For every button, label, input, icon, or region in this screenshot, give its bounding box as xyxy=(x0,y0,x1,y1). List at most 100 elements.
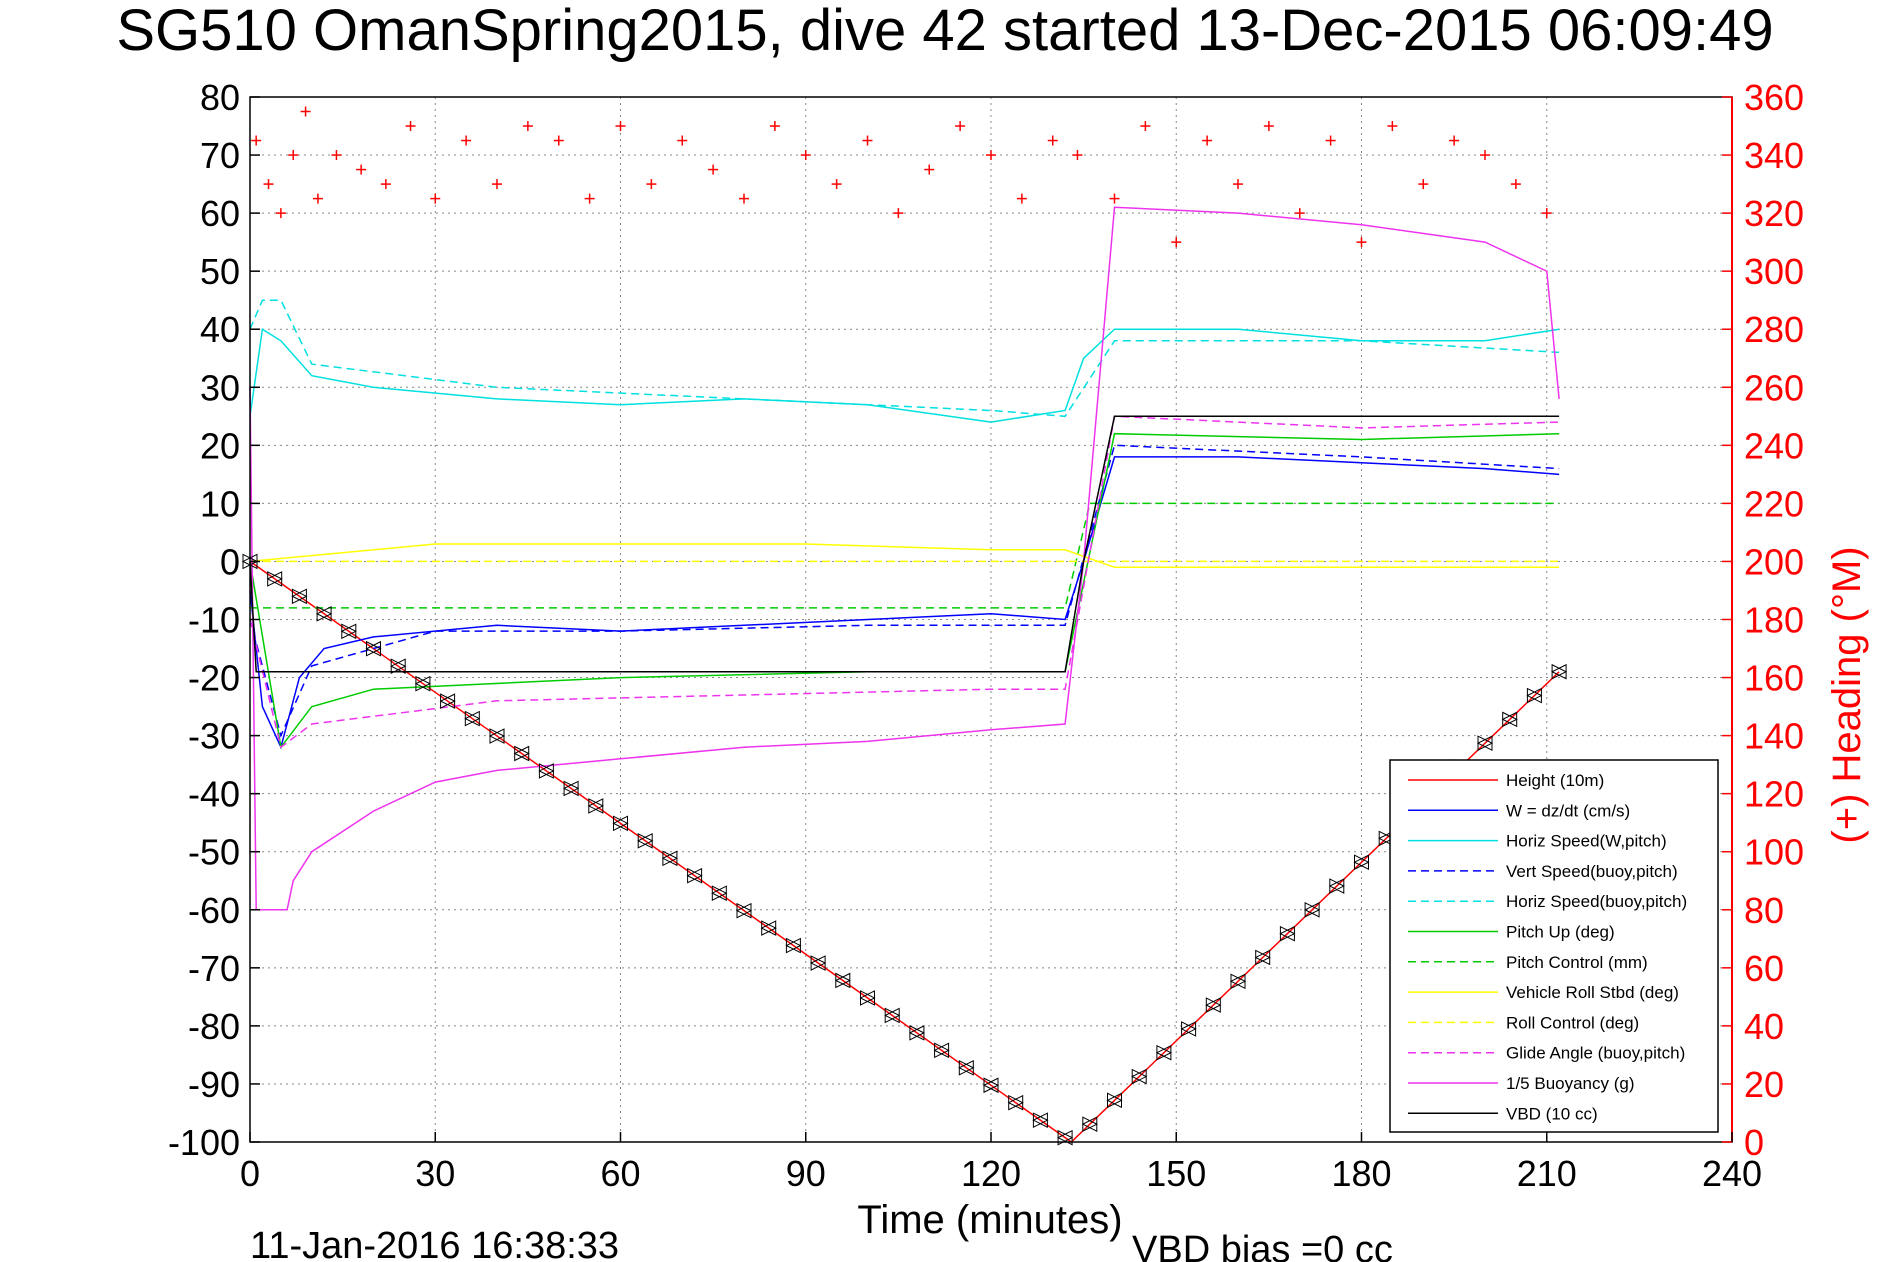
heading-point xyxy=(1356,237,1367,248)
right-tick-label: 40 xyxy=(1744,1006,1784,1047)
heading-point xyxy=(708,164,719,175)
heading-point xyxy=(300,106,311,117)
timestamp-annotation: 11-Jan-2016 16:38:33 xyxy=(250,1225,619,1262)
right-tick-label: 140 xyxy=(1744,716,1804,757)
heading-point xyxy=(584,193,595,204)
heading-point xyxy=(356,164,367,175)
height-marker xyxy=(686,867,703,884)
left-tick-label: 80 xyxy=(200,77,240,118)
right-tick-label: 300 xyxy=(1744,251,1804,292)
heading-point xyxy=(615,121,626,132)
height-marker xyxy=(1180,1021,1197,1037)
left-tick-label: 60 xyxy=(200,193,240,234)
height-marker xyxy=(982,1077,1000,1094)
height-marker xyxy=(809,955,827,971)
x-tick-label: 30 xyxy=(415,1153,455,1194)
chart-title: SG510 OmanSpring2015, dive 42 started 13… xyxy=(116,0,1773,63)
height-marker xyxy=(958,1059,975,1076)
left-tick-label: 40 xyxy=(200,309,240,350)
right-tick-label: 60 xyxy=(1744,948,1784,989)
legend-label: 1/5 Buoyancy (g) xyxy=(1506,1074,1635,1093)
height-marker xyxy=(785,937,802,954)
heading-point xyxy=(862,135,873,146)
heading-point xyxy=(677,135,688,146)
height-marker xyxy=(884,1007,901,1024)
height-marker xyxy=(1526,687,1543,704)
left-tick-label: -40 xyxy=(188,774,240,815)
right-tick-label: 240 xyxy=(1744,425,1804,466)
vbd-bias-annotation: VBD bias =0 cc xyxy=(1132,1229,1393,1262)
heading-point xyxy=(1541,208,1552,219)
height-marker xyxy=(612,815,629,832)
legend-label: Vehicle Roll Stbd (deg) xyxy=(1506,983,1679,1002)
heading-point xyxy=(331,150,342,161)
height-marker xyxy=(587,798,604,814)
heading-point xyxy=(893,208,904,219)
height-marker xyxy=(1303,902,1321,918)
right-tick-label: 0 xyxy=(1744,1122,1764,1163)
height-marker xyxy=(1550,663,1568,680)
height-marker xyxy=(1229,973,1247,990)
series-layer xyxy=(249,206,1560,1143)
height-marker xyxy=(760,920,777,936)
height-marker xyxy=(488,728,506,744)
height-marker xyxy=(1353,854,1370,871)
heading-point xyxy=(522,121,533,132)
height-marker xyxy=(315,606,333,622)
left-tick-label: -100 xyxy=(168,1122,240,1163)
height-marker xyxy=(1476,735,1494,751)
legend-label: W = dz/dt (cm/s) xyxy=(1506,801,1630,820)
x-tick-label: 240 xyxy=(1702,1153,1762,1194)
height-marker xyxy=(1205,997,1222,1013)
series-line xyxy=(249,415,1560,673)
right-tick-label: 260 xyxy=(1744,367,1804,408)
x-tick-label: 210 xyxy=(1517,1153,1577,1194)
height-marker xyxy=(1106,1092,1123,1109)
left-tick-label: 50 xyxy=(200,251,240,292)
heading-point xyxy=(739,193,749,204)
right-axis-label: (+) Heading (°M) xyxy=(1825,546,1869,843)
left-tick-label: -30 xyxy=(188,716,240,757)
right-tick-label: 320 xyxy=(1744,193,1804,234)
right-tick-label: 220 xyxy=(1744,483,1804,524)
heading-point xyxy=(1263,121,1274,132)
height-marker xyxy=(365,640,382,657)
heading-point xyxy=(380,179,391,190)
right-tick-label: 80 xyxy=(1744,890,1784,931)
heading-point xyxy=(312,193,323,204)
height-marker xyxy=(1081,1116,1098,1132)
heading-point xyxy=(924,164,935,175)
heading-point xyxy=(263,179,274,190)
height-marker xyxy=(1032,1112,1049,1128)
heading-point xyxy=(1047,135,1058,146)
height-marker xyxy=(414,675,432,692)
left-tick-label: -80 xyxy=(188,1006,240,1047)
left-tick-label: 10 xyxy=(200,483,240,524)
series-line xyxy=(249,299,1560,418)
heading-point xyxy=(430,193,441,204)
series-line xyxy=(249,415,1560,749)
height-marker xyxy=(859,990,876,1006)
left-tick-label: -50 xyxy=(188,832,240,873)
heading-point xyxy=(1171,237,1182,248)
legend-label: VBD (10 cc) xyxy=(1506,1104,1598,1123)
heading-point xyxy=(1387,121,1398,132)
x-tick-label: 0 xyxy=(240,1153,260,1194)
left-tick-label: -20 xyxy=(188,658,240,699)
right-tick-label: 360 xyxy=(1744,77,1804,118)
heading-point xyxy=(1202,135,1213,146)
left-tick-label: -70 xyxy=(188,948,240,989)
heading-point xyxy=(831,179,842,190)
series-line xyxy=(249,327,1560,423)
right-tick-label: 20 xyxy=(1744,1064,1784,1105)
height-marker xyxy=(1056,1129,1074,1146)
heading-point xyxy=(492,179,502,190)
series-line xyxy=(249,456,1560,750)
heading-point xyxy=(288,150,299,161)
heading-point xyxy=(986,150,996,161)
right-tick-label: 120 xyxy=(1744,774,1804,815)
heading-point xyxy=(553,135,564,146)
heading-point xyxy=(1449,135,1460,146)
left-tick-label: -60 xyxy=(188,890,240,931)
